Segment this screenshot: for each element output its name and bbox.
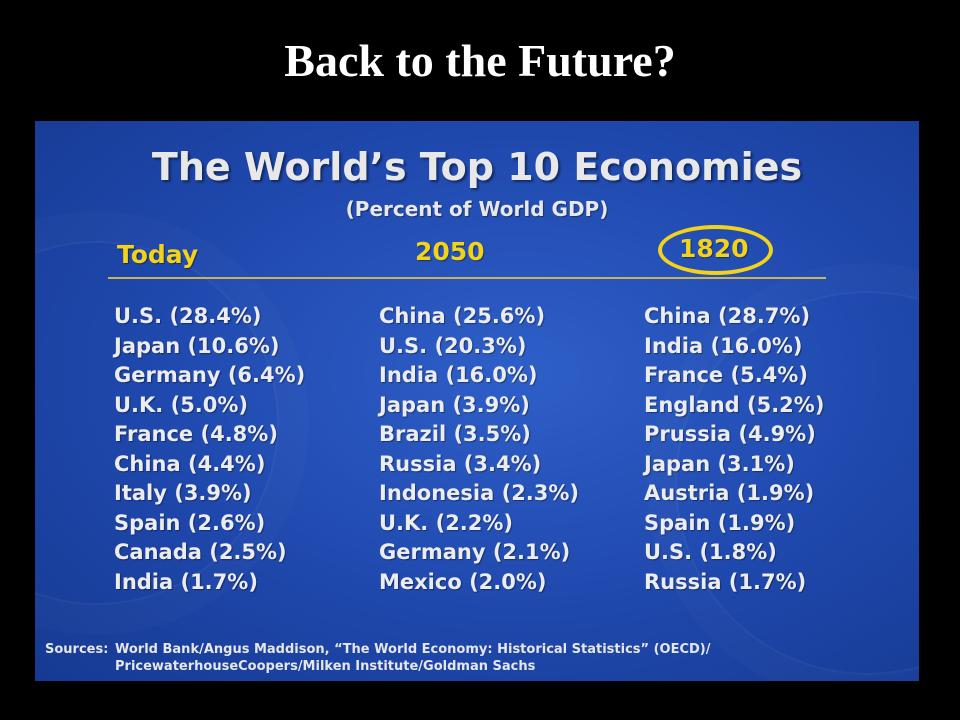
sources-label: Sources: (45, 642, 109, 657)
list-item: Brazil (3.5%) (379, 422, 531, 446)
list-item: China (28.7%) (644, 304, 811, 328)
list-item: Mexico (2.0%) (379, 569, 547, 594)
header-divider (108, 277, 826, 279)
list-item: Indonesia (2.3%) (379, 481, 580, 505)
sources-note: Sources: World Bank/Angus Maddison, “The … (45, 641, 905, 675)
list-item: Russia (1.7%) (644, 569, 807, 594)
list-item: U.S. (28.4%) (114, 304, 262, 328)
list-item: France (5.4%) (644, 363, 808, 387)
list-item: Japan (3.9%) (379, 392, 530, 417)
panel-subheading: (Percent of World GDP) (345, 197, 609, 221)
column-2050-list: China (25.6%) U.S. (20.3%) India (16.0%)… (379, 302, 579, 597)
list-item: Japan (10.6%) (114, 333, 280, 358)
list-item: Prussia (4.9%) (644, 422, 816, 446)
list-item: U.K. (5.0%) (114, 392, 249, 417)
highlight-circle (658, 225, 773, 275)
column-header-today: Today (117, 240, 199, 269)
list-item: England (5.2%) (644, 392, 825, 417)
list-item: India (1.7%) (114, 569, 258, 594)
list-item: U.S. (1.8%) (644, 540, 777, 564)
list-item: China (4.4%) (114, 451, 266, 476)
list-item: Germany (6.4%) (114, 363, 306, 387)
list-item: Germany (2.1%) (379, 540, 571, 564)
list-item: Japan (3.1%) (644, 451, 795, 476)
list-item: India (16.0%) (644, 333, 803, 358)
list-item: U.S. (20.3%) (379, 333, 527, 358)
list-item: Russia (3.4%) (379, 451, 542, 476)
column-today-list: U.S. (28.4%) Japan (10.6%) Germany (6.4%… (114, 302, 305, 597)
column-header-2050: 2050 (415, 237, 485, 266)
list-item: Spain (2.6%) (114, 510, 266, 535)
sources-line-2: PricewaterhouseCoopers/Milken Institute/… (115, 659, 536, 674)
list-item: Austria (1.9%) (644, 481, 815, 505)
slide-title: Back to the Future? (284, 35, 676, 86)
list-item: Canada (2.5%) (114, 540, 287, 564)
list-item: India (16.0%) (379, 363, 538, 387)
column-1820-list: China (28.7%) India (16.0%) France (5.4%… (644, 302, 824, 597)
list-item: France (4.8%) (114, 422, 278, 446)
list-item: U.K. (2.2%) (379, 510, 514, 535)
economies-panel: The World’s Top 10 Economies (Percent of… (35, 121, 919, 681)
panel-heading: The World’s Top 10 Economies (151, 145, 803, 189)
column-header-1820: 1820 (679, 234, 749, 263)
sources-line-1: World Bank/Angus Maddison, “The World Ec… (115, 642, 711, 657)
list-item: Italy (3.9%) (114, 481, 252, 505)
list-item: Spain (1.9%) (644, 510, 796, 535)
list-item: China (25.6%) (379, 304, 546, 328)
